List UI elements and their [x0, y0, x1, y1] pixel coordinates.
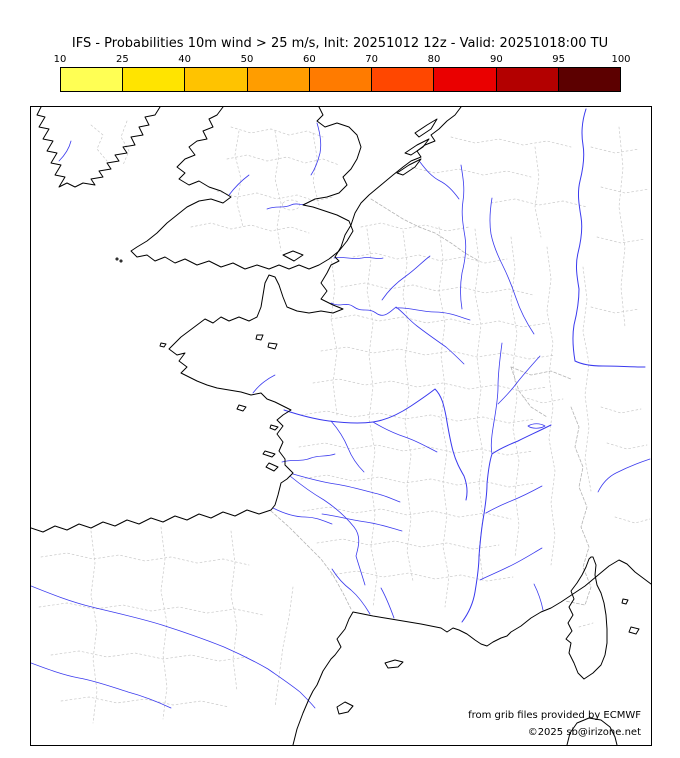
credit-copyright: ©2025 sb@irizone.net [527, 727, 641, 738]
coastline-mediterranean [292, 559, 651, 745]
river-rhine [572, 108, 646, 368]
colorbar-segment [184, 68, 247, 91]
map-canvas [31, 107, 651, 745]
colorbar-segment [433, 68, 496, 91]
island-oleron [265, 462, 279, 472]
colorbar-tick-label: 90 [489, 54, 503, 65]
map-frame: from grib files provided by ECMWF ©2025 … [30, 106, 652, 746]
island-belle-ile [236, 404, 247, 412]
colorbar-segment [557, 68, 620, 91]
island-scilly-2 [119, 259, 123, 263]
river-ebro [31, 585, 316, 709]
river-garonne [289, 475, 366, 586]
colorbar-tick-label: 25 [115, 54, 129, 65]
lake-geneva [527, 423, 546, 429]
island-re [262, 450, 276, 458]
island-jersey [267, 342, 278, 350]
coastline-britain [130, 107, 362, 270]
national-borders [270, 198, 592, 610]
colorbar-segment [61, 68, 123, 91]
island-guernsey [255, 334, 264, 341]
island-corsica [565, 556, 608, 680]
island-mallorca-partial [336, 701, 354, 715]
island-isle-of-wight [282, 250, 304, 262]
colorbar-tick-label: 70 [365, 54, 379, 65]
colorbar-segment [246, 68, 309, 91]
colorbar-tick-label: 100 [611, 54, 631, 65]
colorbar-segment [371, 68, 434, 91]
island-noirmoutier [269, 424, 279, 431]
colorbar-tick-labels: 10 25 40 50 60 70 80 90 95 100 [54, 52, 631, 66]
colorbar-segment [308, 68, 372, 91]
colorbar-tick-label: 40 [178, 54, 192, 65]
coastline-continent [31, 107, 462, 533]
island-dutch-delta-2 [404, 138, 430, 156]
colorbar-segment [495, 68, 558, 91]
rivers [31, 108, 651, 709]
island-menorca [384, 659, 404, 669]
river-loire [283, 388, 468, 501]
colorbar-tick-label: 95 [552, 54, 566, 65]
colorbar-tick-label: 10 [53, 54, 67, 65]
admin-boundaries [38, 120, 651, 724]
coastline-ireland [36, 107, 161, 188]
island-sardinia-partial [566, 717, 618, 745]
figure-title: IFS - Probabilities 10m wind > 25 m/s, I… [71, 36, 609, 51]
credit-source: from grib files provided by ECMWF [468, 710, 641, 721]
colorbar-bar [60, 67, 621, 92]
colorbar-tick-label: 80 [427, 54, 441, 65]
island-dutch-delta-3 [414, 118, 438, 138]
colorbar-segment [122, 68, 185, 91]
island-dutch-delta-1 [396, 158, 422, 176]
colorbar: 10 25 40 50 60 70 80 90 95 100 [54, 52, 631, 92]
coastlines [31, 107, 651, 745]
island-scilly-1 [115, 257, 119, 261]
island-ouessant [159, 342, 167, 348]
river-rhone [461, 424, 552, 623]
island-elba [628, 626, 640, 635]
island-capraia [621, 598, 629, 605]
colorbar-tick-label: 50 [240, 54, 254, 65]
colorbar-tick-label: 60 [302, 54, 316, 65]
river-seine [330, 302, 465, 365]
